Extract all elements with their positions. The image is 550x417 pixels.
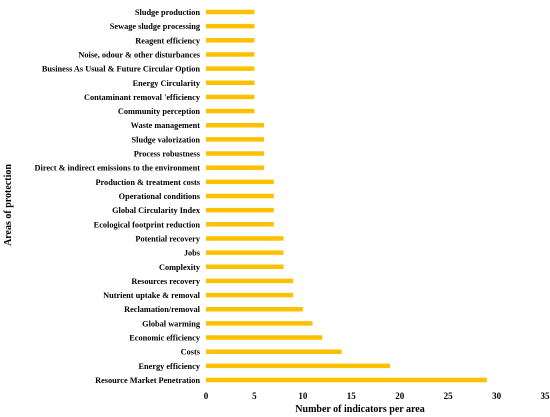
x-axis-title: Number of indicators per area bbox=[295, 404, 424, 415]
bar bbox=[206, 165, 265, 170]
category-label: Contaminant removal 'efficiency bbox=[84, 93, 201, 102]
bar bbox=[206, 236, 284, 241]
x-tick-label: 15 bbox=[347, 391, 357, 401]
category-label: Ecological footprint reduction bbox=[94, 220, 201, 229]
bar bbox=[206, 306, 303, 312]
bar bbox=[206, 23, 255, 29]
category-label: Economic efficiency bbox=[129, 334, 201, 343]
bar bbox=[206, 80, 255, 86]
x-tick-label: 35 bbox=[541, 391, 550, 401]
bar bbox=[206, 108, 255, 114]
bar bbox=[206, 207, 274, 213]
category-label: Waste management bbox=[131, 121, 201, 130]
category-label: Sludge production bbox=[135, 8, 200, 17]
category-label: Operational conditions bbox=[119, 192, 201, 201]
x-tick-label: 5 bbox=[252, 391, 257, 401]
category-label: Sludge valorization bbox=[132, 135, 201, 144]
category-label: Potential recovery bbox=[135, 234, 200, 243]
category-label: Energy Circularity bbox=[133, 79, 201, 88]
x-tick-label: 30 bbox=[492, 391, 502, 401]
x-tick-label: 25 bbox=[444, 391, 454, 401]
bar bbox=[206, 335, 323, 340]
x-tick-label: 10 bbox=[298, 391, 308, 401]
category-label: Reagent efficiency bbox=[135, 36, 201, 45]
category-label: Production & treatment costs bbox=[95, 178, 200, 187]
bar bbox=[206, 122, 265, 128]
bar bbox=[206, 52, 255, 57]
x-tick-labels-group: 0 5 10 15 20 25 30 35 bbox=[204, 391, 550, 401]
category-label: Costs bbox=[181, 348, 201, 357]
category-label: Nutrient uptake & removal bbox=[103, 291, 201, 300]
category-label: Resource Market Penetration bbox=[95, 376, 200, 385]
x-tick-label: 20 bbox=[395, 391, 405, 401]
bar bbox=[206, 363, 391, 369]
bar bbox=[206, 66, 255, 71]
bar bbox=[206, 321, 313, 326]
y-axis-title: Areas of protection bbox=[3, 164, 14, 246]
category-label: Noise, odour & other disturbances bbox=[78, 50, 200, 59]
category-label: Energy efficiency bbox=[138, 362, 200, 371]
category-labels-group: Sludge production Sewage sludge processin… bbox=[35, 8, 201, 385]
category-label: Community perception bbox=[118, 107, 201, 116]
bar bbox=[206, 250, 284, 255]
bar bbox=[206, 38, 255, 43]
bar bbox=[206, 193, 274, 199]
category-label: Reclamation/removal bbox=[124, 305, 201, 314]
bar bbox=[206, 137, 265, 142]
bar bbox=[206, 377, 487, 383]
bar bbox=[206, 349, 342, 354]
bars-group bbox=[206, 9, 487, 383]
bar bbox=[206, 222, 274, 227]
category-label: Complexity bbox=[159, 263, 201, 272]
bar bbox=[206, 292, 294, 298]
category-label: Jobs bbox=[184, 249, 201, 258]
bar bbox=[206, 264, 284, 270]
category-label: Global Circularity Index bbox=[112, 206, 201, 215]
category-label: Business As Usual & Future Circular Opti… bbox=[42, 65, 201, 74]
category-label: Resources recovery bbox=[131, 277, 200, 286]
category-label: Sewage sludge processing bbox=[110, 22, 201, 31]
category-label: Process robustness bbox=[134, 150, 201, 159]
bar bbox=[206, 179, 274, 185]
x-tick-label: 0 bbox=[204, 391, 209, 401]
bar bbox=[206, 151, 265, 156]
bar bbox=[206, 94, 255, 100]
category-label: Global warming bbox=[142, 319, 201, 328]
category-label: Direct & indirect emissions to the envir… bbox=[35, 164, 201, 173]
bar bbox=[206, 278, 294, 284]
bar bbox=[206, 9, 255, 15]
